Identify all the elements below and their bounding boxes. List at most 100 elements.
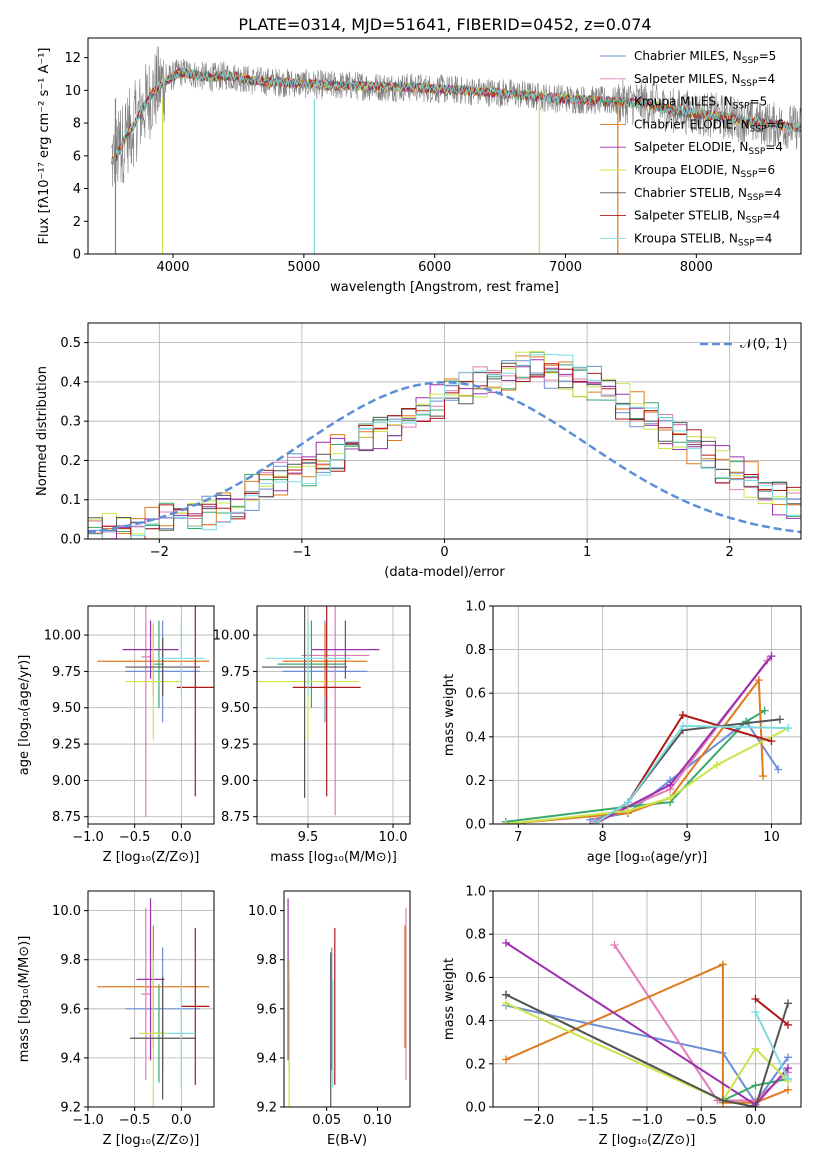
y-tick-label: 0.2	[60, 454, 81, 469]
x-tick-label: 5000	[287, 260, 320, 275]
weight-point-marker	[751, 995, 760, 1003]
plot-area	[502, 938, 792, 1107]
panel-age-vs-Z: −1.0 −0.5 0.0 8.75 9.00 9.25 9.50 9.75 10.00 Z [l…	[17, 605, 215, 865]
y-tick-label: 2	[73, 215, 81, 230]
plot-area	[287, 898, 407, 1107]
y-tick-label: 10	[64, 84, 81, 99]
y-tick-label: 1.0	[465, 885, 486, 900]
y-axis-label: mass weight	[442, 674, 457, 756]
y-tick-label: 9.00	[52, 774, 81, 789]
y-tick-label: 0.0	[465, 818, 486, 833]
panel-mass-vs-Z: −1.0 −0.5 0.0 9.2 9.4 9.6 9.8 10.0 Z [log₁₀(Z/Z⊙…	[17, 890, 215, 1148]
y-tick-label: 9.50	[221, 701, 250, 716]
y-axis-label: Flux [fλ10⁻¹⁷ erg cm⁻² s⁻¹ A⁻¹]	[37, 48, 52, 245]
y-tick-label: 10.00	[213, 629, 250, 644]
x-tick-label: 8000	[680, 260, 713, 275]
plot-area	[257, 606, 380, 816]
legend-entry-label: Kroupa STELIB, NSSP=4	[634, 231, 772, 248]
model-spectrum-line	[111, 66, 801, 165]
x-tick-label: 6000	[418, 260, 451, 275]
y-axis-label: Normed distribution	[35, 366, 50, 496]
x-tick-label: −0.5	[119, 1113, 151, 1128]
weight-point-marker	[501, 820, 510, 824]
weight-line	[754, 998, 789, 1026]
weight-point-marker	[783, 1053, 792, 1062]
weight-point-marker	[718, 1096, 727, 1105]
plot-area	[97, 606, 214, 817]
y-tick-label: 0.4	[60, 375, 81, 390]
weight-point-marker	[502, 990, 511, 999]
y-tick-label: 0.5	[60, 336, 81, 351]
weight-point-marker	[783, 1020, 792, 1029]
y-tick-label: 9.2	[256, 1101, 277, 1116]
weight-point-marker	[751, 1103, 760, 1107]
y-tick-label: 0.1	[60, 493, 81, 508]
y-tick-label: 0.4	[465, 1014, 486, 1029]
weight-point-marker	[590, 820, 599, 824]
weight-point-marker	[760, 706, 769, 715]
weight-point-marker	[502, 938, 511, 947]
weight-point-marker	[767, 737, 776, 746]
y-tick-label: 0	[73, 248, 81, 263]
y-tick-label: 0.8	[465, 928, 486, 943]
y-tick-label: 9.8	[256, 953, 277, 968]
weight-point-marker	[784, 724, 793, 733]
weight-point-marker	[666, 780, 675, 789]
y-tick-label: 9.2	[60, 1101, 81, 1116]
x-tick-label: 4000	[156, 260, 189, 275]
axes-frame	[492, 605, 802, 825]
y-tick-label: 8.75	[52, 810, 81, 825]
weight-point-marker	[624, 806, 633, 815]
y-tick-label: 9.4	[256, 1051, 277, 1066]
weight-point-marker	[775, 715, 784, 724]
weight-line	[505, 1002, 789, 1102]
y-tick-label: 0.0	[465, 1101, 486, 1116]
weight-line	[505, 1004, 789, 1105]
y-tick-label: 0.6	[465, 971, 486, 986]
x-tick-label: 7	[514, 830, 522, 845]
x-tick-label: −0.5	[119, 830, 151, 845]
histogram-step	[88, 353, 801, 539]
y-tick-label: 1.0	[465, 600, 486, 615]
weight-point-marker	[774, 765, 783, 774]
weight-point-marker	[783, 1085, 792, 1094]
x-tick-label: 2	[726, 545, 734, 560]
x-tick-label: −2.0	[523, 1113, 555, 1128]
y-tick-label: 0.4	[465, 730, 486, 745]
y-tick-label: 0.6	[465, 687, 486, 702]
y-tick-label: 10.0	[248, 904, 277, 919]
legend-entry-label: Chabrier STELIB, NSSP=4	[634, 186, 782, 203]
axes-frame	[87, 890, 215, 1108]
x-tick-label: 0.10	[363, 1113, 392, 1128]
weight-point-marker	[718, 960, 727, 969]
x-axis-label: mass [log₁₀(M/M⊙)]	[270, 850, 397, 865]
y-axis-label: mass [log₁₀(M/M⊙)]	[17, 936, 32, 1063]
plot-area	[97, 898, 210, 1107]
x-tick-label: 0.0	[171, 830, 192, 845]
x-axis-label: Z [log₁₀(Z/Z⊙)]	[599, 1133, 696, 1148]
x-tick-label: 0.05	[312, 1113, 341, 1128]
weight-point-marker	[666, 793, 675, 802]
weight-point-marker	[502, 1055, 511, 1064]
weight-point-marker	[783, 1074, 792, 1083]
x-axis-label: (data-model)/error	[384, 565, 505, 580]
y-tick-label: 0.3	[60, 415, 81, 430]
axes-frame	[87, 605, 215, 825]
panel-spectrum: 4000 5000 6000 7000 8000 0 2 4 6 8 10 12 wavelength …	[37, 37, 802, 295]
weight-point-marker	[751, 1044, 760, 1053]
x-tick-label: 7000	[549, 260, 582, 275]
x-tick-label: −1.5	[577, 1113, 609, 1128]
x-tick-label: −1	[292, 545, 311, 560]
weight-point-marker	[759, 772, 768, 781]
weight-line	[505, 993, 789, 1107]
legend-entry-label: 𝒩(0, 1)	[740, 337, 787, 352]
weight-point-marker	[678, 711, 687, 719]
x-tick-label: 9.5	[298, 830, 319, 845]
panel-weight-vs-Z: −2.0 −1.5 −1.0 −0.5 0.0 0.0 0.2 0.4 0.6 0.8 1.0 Z […	[442, 885, 802, 1148]
panel-weight-vs-age: 7 8 9 10 0.0 0.2 0.4 0.6 0.8 1.0 age [log₁₀(age/yr…	[442, 600, 802, 865]
x-axis-label: Z [log₁₀(Z/Z⊙)]	[103, 850, 200, 865]
weight-line	[593, 724, 789, 824]
x-tick-label: −1.0	[72, 1113, 104, 1128]
y-tick-label: 9.75	[52, 665, 81, 680]
figure-title: PLATE=0314, MJD=51641, FIBERID=0452, z=0…	[238, 15, 651, 34]
